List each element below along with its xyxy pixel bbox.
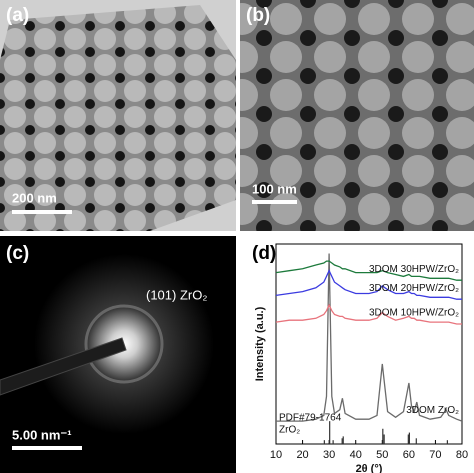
series-line: [275, 303, 462, 325]
x-tick-label: 10: [270, 449, 282, 461]
x-tick-label: 70: [429, 449, 441, 461]
tem-image: [240, 0, 474, 231]
panel-label: (c): [6, 243, 29, 264]
series-line: [275, 269, 462, 300]
panel-a: (a) 200 nm: [0, 0, 236, 231]
series-line: [275, 260, 462, 281]
reference-label: PDF#79-1764: [279, 413, 342, 424]
panel-c: (c) (101) ZrO₂ 5.00 nm⁻¹: [0, 236, 236, 473]
series-line: [276, 253, 463, 422]
panel-b: (b) 100 nm: [240, 0, 474, 231]
scale-bar: [252, 200, 297, 204]
series-label: 3DOM 10HPW/ZrO₂: [369, 308, 459, 319]
scale-bar: [12, 210, 72, 214]
plot-frame: [275, 243, 463, 445]
x-tick-label: 30: [323, 449, 335, 461]
series-label: 3DOM 30HPW/ZrO₂: [369, 264, 459, 275]
x-tick-label: 50: [376, 449, 388, 461]
scale-bar-label: 200 nm: [12, 190, 57, 205]
x-axis-label: 2θ (°): [356, 463, 383, 473]
scale-bar: [12, 446, 82, 450]
scale-bar-label: 100 nm: [252, 181, 297, 196]
y-axis-label: Intensity (a.u.): [254, 306, 266, 381]
x-tick-label: 80: [456, 449, 468, 461]
series-label: 3DOM ZrO₂: [406, 405, 459, 416]
panel-label: (a): [6, 5, 29, 26]
diffraction-ring: [84, 304, 164, 384]
x-tick-label: 60: [403, 449, 415, 461]
panel-d: (d) 10 20 30 40 50 60 70 80 2θ (°) Intensity (a.u…: [252, 243, 468, 473]
x-tick-label: 40: [350, 449, 362, 461]
panel-label: (d): [252, 243, 276, 264]
tem-texture: [0, 5, 236, 231]
panel-label: (b): [246, 5, 270, 26]
x-tick-label: 20: [296, 449, 308, 461]
reference-label: ZrO₂: [279, 425, 300, 436]
beam-stop: [0, 337, 127, 396]
ring-annotation: (101) ZrO₂: [146, 287, 207, 302]
series-label: 3DOM 20HPW/ZrO₂: [369, 283, 459, 294]
scale-bar-label: 5.00 nm⁻¹: [12, 427, 72, 442]
